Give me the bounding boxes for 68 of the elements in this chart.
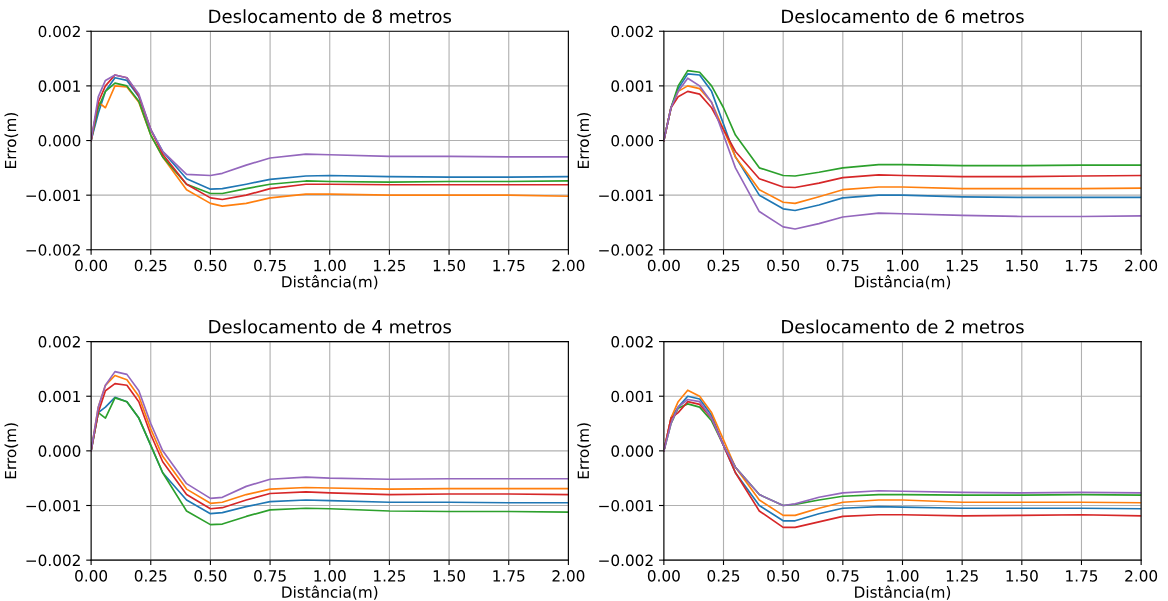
x-tick-label: 1.00	[887, 259, 919, 272]
x-tick-label: 1.50	[433, 570, 466, 582]
y-tick-label: 0.001	[38, 80, 80, 92]
y-tick-label: 0.000	[611, 445, 654, 457]
y-tick-label: 0.001	[611, 390, 653, 403]
y-tick-label: −0.001	[599, 499, 653, 512]
y-tick-label: −0.002	[26, 554, 80, 567]
y-tick-label: −0.002	[599, 554, 653, 567]
x-tick-label: 0.75	[826, 570, 859, 582]
y-tick-label: −0.002	[26, 244, 80, 256]
x-tick-label: 0.50	[767, 259, 800, 272]
x-tick-label: 2.00	[552, 259, 585, 272]
x-tick-label: 0.25	[707, 570, 740, 582]
y-tick-label: 0.001	[38, 390, 80, 403]
x-tick-label: 1.75	[1066, 570, 1098, 582]
x-tick-label: 2.00	[1125, 570, 1158, 582]
x-tick-label: 1.75	[1066, 259, 1098, 272]
x-tick-label: 0.00	[75, 259, 108, 272]
y-tick-label: 0.000	[38, 445, 81, 457]
x-tick-label: 1.00	[314, 570, 346, 582]
y-tick-label: 0.000	[38, 134, 81, 147]
x-tick-label: 0.00	[647, 259, 680, 272]
x-tick-label: 0.25	[707, 259, 740, 272]
x-tick-label: 1.25	[374, 259, 406, 272]
y-axis-title: Erro(m)	[577, 112, 591, 168]
x-tick-label: 0.25	[134, 259, 167, 272]
x-axis-title: Distância(m)	[855, 585, 951, 600]
x-tick-label: 2.00	[1125, 259, 1158, 272]
x-tick-label: 1.50	[433, 259, 466, 272]
x-tick-label: 1.25	[374, 570, 406, 582]
y-tick-label: 0.002	[611, 25, 653, 38]
x-axis-title: Distância(m)	[855, 275, 951, 290]
x-tick-label: 1.50	[1006, 259, 1038, 272]
x-tick-label: 0.50	[767, 570, 800, 582]
x-tick-label: 1.25	[946, 570, 978, 582]
x-tick-label: 0.00	[647, 570, 680, 582]
chart-title: Deslocamento de 8 metros	[209, 9, 451, 24]
y-tick-label: 0.001	[611, 80, 653, 92]
x-tick-label: 1.50	[1006, 570, 1038, 582]
x-tick-label: 0.25	[134, 570, 167, 582]
x-axis-title: Distância(m)	[282, 275, 378, 290]
y-tick-label: −0.001	[599, 189, 653, 202]
y-tick-label: 0.002	[38, 336, 80, 348]
y-tick-label: −0.001	[26, 189, 80, 202]
y-axis-title: Erro(m)	[4, 112, 19, 168]
y-tick-label: 0.000	[611, 134, 654, 147]
y-axis-title: Erro(m)	[577, 423, 591, 479]
x-tick-label: 1.75	[493, 259, 525, 272]
y-tick-label: 0.002	[38, 25, 80, 38]
x-tick-label: 1.25	[946, 259, 978, 272]
x-tick-label: 1.75	[493, 570, 525, 582]
y-axis-title: Erro(m)	[4, 423, 19, 479]
x-tick-label: 0.75	[826, 259, 859, 272]
x-tick-label: 0.50	[194, 570, 227, 582]
x-tick-label: 0.00	[75, 570, 108, 582]
chart-title: Deslocamento de 4 metros	[209, 319, 451, 334]
x-tick-label: 0.75	[254, 259, 286, 272]
y-tick-label: −0.002	[599, 244, 653, 256]
x-tick-label: 2.00	[552, 570, 585, 582]
x-tick-label: 0.50	[194, 259, 227, 272]
x-tick-label: 1.00	[887, 570, 919, 582]
y-tick-label: 0.002	[611, 336, 653, 348]
x-tick-label: 0.75	[254, 570, 286, 582]
chart-title: Deslocamento de 6 metros	[782, 9, 1024, 24]
y-tick-label: −0.001	[26, 499, 80, 512]
x-tick-label: 1.00	[314, 259, 346, 272]
x-axis-title: Distância(m)	[282, 585, 378, 600]
chart-title: Deslocamento de 2 metros	[782, 319, 1024, 334]
